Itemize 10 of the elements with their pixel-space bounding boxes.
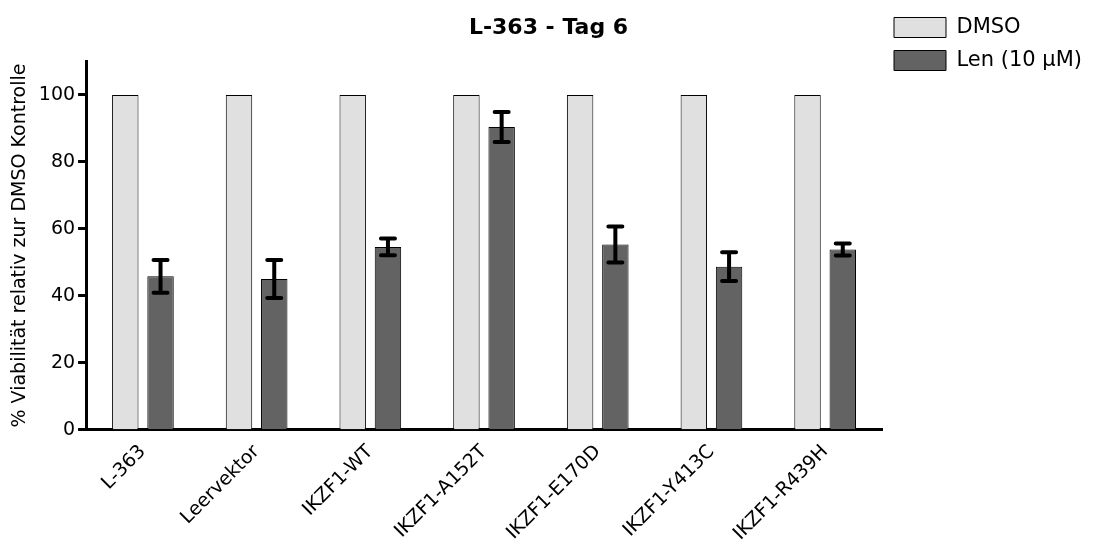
y-tick-label: 100 [38,81,76,104]
y-axis-title: % Viabilität relativ zur DMSO Kontrolle [7,63,30,428]
legend-label: Len (10 µM) [956,46,1082,71]
y-tick-label: 60 [50,215,76,238]
y-tick-label: 20 [50,349,76,372]
legend-label: DMSO [956,13,1021,38]
y-tick-label: 0 [62,416,76,439]
y-tick-label: 40 [50,282,76,305]
chart-title: L-363 - Tag 6 [468,13,629,39]
y-tick-label: 80 [50,148,76,171]
